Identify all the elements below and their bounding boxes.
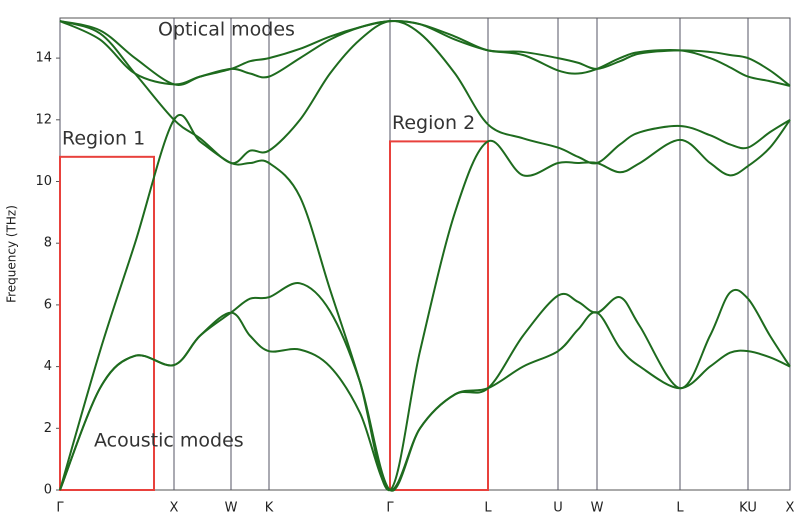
x-tick-label: X bbox=[170, 501, 179, 516]
band-line bbox=[59, 19, 791, 87]
x-tick-label: Γ bbox=[56, 501, 64, 516]
x-tick-label: KU bbox=[739, 501, 757, 516]
x-tick-label: L bbox=[676, 501, 684, 516]
x-tick-label: W bbox=[591, 501, 604, 516]
region-box bbox=[59, 155, 155, 492]
region-box bbox=[389, 140, 489, 492]
region-label: Region 2 bbox=[392, 112, 475, 134]
x-tick-label: Γ bbox=[386, 501, 394, 516]
annotation: Optical modes bbox=[158, 19, 295, 41]
x-tick-label: U bbox=[553, 501, 563, 516]
y-tick-label: 10 bbox=[35, 174, 52, 189]
band-line bbox=[59, 114, 791, 492]
x-tick-label: L bbox=[484, 501, 492, 516]
region-label: Region 1 bbox=[62, 127, 145, 149]
y-tick-label: 8 bbox=[44, 236, 52, 251]
y-tick-label: 12 bbox=[35, 112, 52, 127]
y-tick-label: 2 bbox=[44, 421, 52, 436]
x-tick-label: X bbox=[786, 501, 795, 516]
annotation: Acoustic modes bbox=[94, 430, 244, 452]
band-line bbox=[59, 19, 791, 165]
y-tick-label: 4 bbox=[44, 359, 52, 374]
y-axis-label: Frequency (THz) bbox=[5, 205, 19, 303]
x-tick-label: K bbox=[265, 501, 274, 516]
x-tick-label: W bbox=[225, 501, 238, 516]
y-tick-label: 0 bbox=[44, 483, 52, 498]
band-line bbox=[59, 282, 791, 492]
y-tick-label: 14 bbox=[35, 51, 52, 66]
y-tick-label: 6 bbox=[44, 297, 52, 312]
